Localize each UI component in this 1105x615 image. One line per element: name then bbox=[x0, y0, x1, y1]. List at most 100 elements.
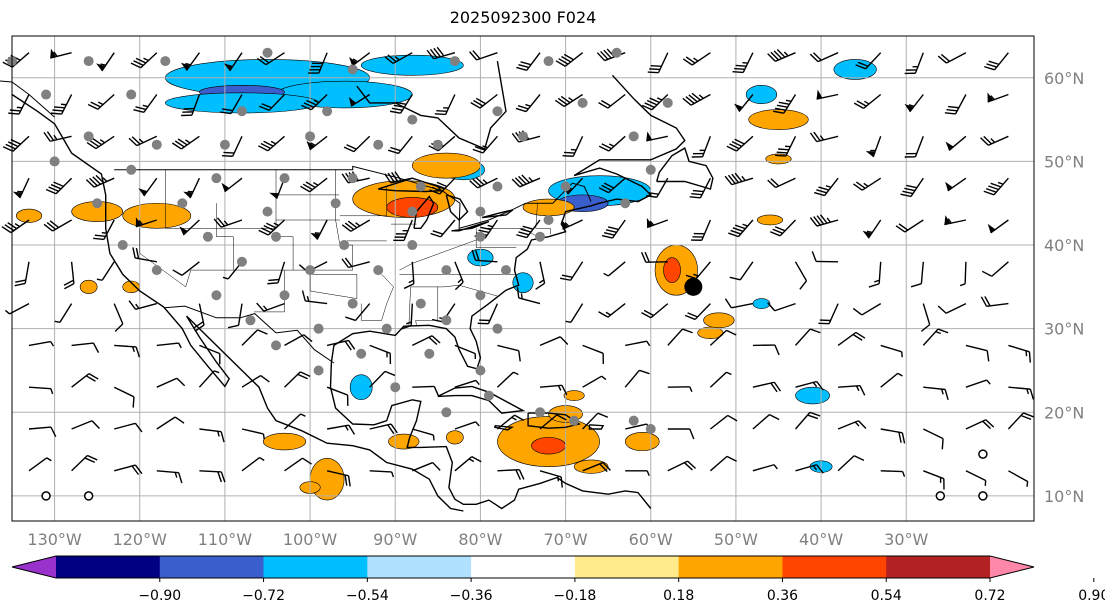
station-dot bbox=[535, 231, 546, 242]
colorbar-segment bbox=[56, 556, 161, 578]
wind-barb bbox=[223, 52, 243, 72]
wind-barb bbox=[709, 329, 737, 346]
anomaly-region bbox=[833, 59, 877, 80]
wind-barb bbox=[472, 135, 498, 154]
station-dot bbox=[83, 56, 94, 67]
station-dot bbox=[211, 290, 222, 301]
station-dot bbox=[518, 131, 528, 142]
wind-barb bbox=[384, 52, 413, 64]
wind-barb bbox=[516, 287, 541, 305]
latitude-label: 10°N bbox=[1044, 487, 1084, 506]
wind-barb bbox=[426, 46, 456, 60]
anomaly-region bbox=[79, 279, 98, 294]
wind-barb bbox=[535, 261, 546, 290]
station-dot bbox=[236, 106, 247, 117]
wind-barb bbox=[454, 379, 480, 388]
graticule bbox=[12, 36, 1034, 521]
calm-wind-circle bbox=[935, 491, 946, 501]
station-dot bbox=[49, 156, 60, 167]
station-dot bbox=[356, 348, 367, 359]
wind-barb bbox=[256, 302, 285, 312]
wind-barb bbox=[794, 411, 821, 430]
country-border bbox=[164, 305, 335, 364]
station-dot bbox=[279, 290, 290, 301]
wind-barb bbox=[227, 303, 243, 329]
wind-barb bbox=[180, 52, 200, 71]
colorbar-tick-label: −0.36 bbox=[450, 588, 493, 604]
station-dot bbox=[407, 240, 418, 251]
anomaly-region bbox=[756, 214, 784, 226]
wind-barb bbox=[300, 177, 328, 193]
wind-barb bbox=[767, 302, 796, 312]
colorbar-tick-label: 0.36 bbox=[767, 588, 798, 604]
wind-barb bbox=[241, 329, 268, 346]
station-dot bbox=[177, 198, 188, 209]
wind-barb bbox=[345, 303, 371, 322]
station-dot bbox=[126, 89, 137, 100]
wind-barb bbox=[880, 470, 906, 477]
wind-barb bbox=[258, 94, 286, 111]
wind-barb bbox=[900, 177, 924, 198]
wind-barb bbox=[922, 328, 949, 346]
wind-barb bbox=[944, 215, 967, 226]
wind-barb bbox=[868, 261, 882, 288]
wind-barb bbox=[511, 174, 541, 188]
colorbar-segment bbox=[263, 556, 368, 578]
wind-barb bbox=[904, 136, 924, 158]
wind-barb bbox=[496, 414, 525, 430]
wind-barb bbox=[86, 135, 115, 150]
station-dot bbox=[441, 315, 452, 326]
wind-barb bbox=[12, 177, 30, 199]
wind-barb bbox=[138, 177, 158, 197]
wind-barb bbox=[565, 303, 584, 323]
anomaly-region bbox=[15, 208, 43, 223]
station-dot bbox=[662, 97, 673, 108]
wind-barb bbox=[625, 340, 651, 347]
wind-barb bbox=[1008, 344, 1032, 363]
wind-barb bbox=[87, 93, 115, 110]
station-dot bbox=[313, 323, 324, 334]
station-dot bbox=[492, 106, 503, 117]
wind-barb bbox=[667, 428, 695, 440]
wind-barb bbox=[199, 428, 225, 443]
colorbar-tick-label: 0.54 bbox=[871, 588, 902, 604]
wind-barb bbox=[497, 468, 525, 480]
station-dot bbox=[543, 56, 554, 67]
calm-wind-circle bbox=[978, 449, 988, 459]
station-dot bbox=[262, 47, 273, 58]
wind-barbs-layer bbox=[1, 46, 1035, 490]
station-dot bbox=[262, 206, 273, 217]
wind-barb bbox=[45, 177, 73, 195]
wind-barb bbox=[625, 470, 650, 477]
wind-barb bbox=[852, 302, 882, 316]
wind-barb bbox=[895, 219, 924, 233]
wind-barb bbox=[691, 136, 712, 158]
station-dot bbox=[271, 231, 282, 242]
wind-barb bbox=[284, 334, 313, 347]
calm-wind-circle bbox=[41, 491, 51, 501]
wind-barb bbox=[156, 377, 186, 388]
wind-barb bbox=[809, 214, 839, 227]
wind-barb bbox=[341, 257, 370, 269]
station-dot bbox=[305, 131, 316, 142]
wind-barb bbox=[838, 384, 866, 396]
wind-barb bbox=[156, 416, 185, 430]
wind-barb bbox=[5, 302, 30, 315]
station-dot bbox=[475, 206, 486, 217]
anomaly-region bbox=[563, 390, 585, 401]
anomaly-region bbox=[703, 312, 735, 329]
wind-barb bbox=[172, 261, 200, 276]
wind-barb bbox=[284, 413, 306, 430]
colorbar-segment bbox=[159, 556, 265, 578]
wind-barb bbox=[582, 375, 607, 388]
wind-barb bbox=[114, 344, 141, 358]
station-dot bbox=[373, 139, 384, 150]
wind-barb bbox=[980, 296, 1009, 307]
station-dot bbox=[347, 298, 358, 309]
wind-barb bbox=[28, 457, 52, 472]
wind-barb bbox=[752, 464, 778, 472]
wind-barb bbox=[811, 251, 839, 263]
wind-barb bbox=[326, 339, 356, 351]
wind-barb bbox=[965, 344, 990, 362]
wind-barb bbox=[430, 219, 456, 238]
